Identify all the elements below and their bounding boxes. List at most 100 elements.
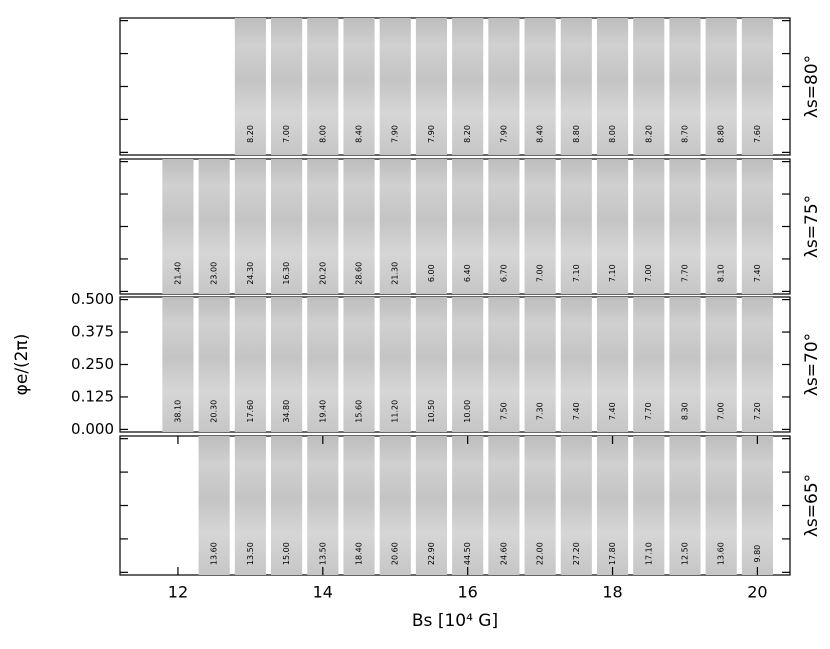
value-label: 10.50	[427, 400, 436, 423]
x-axis-label: Bs [10⁴ G]	[412, 611, 498, 631]
value-label: 21.40	[173, 262, 182, 285]
panel-label: λs=80°	[802, 55, 822, 118]
value-label: 22.90	[427, 542, 436, 565]
strip	[669, 436, 701, 575]
value-label: 7.50	[499, 402, 508, 420]
strip	[705, 159, 737, 294]
value-label: 7.70	[680, 264, 689, 282]
strip	[271, 297, 303, 432]
strip	[705, 297, 737, 432]
value-label: 6.40	[463, 264, 472, 282]
strip	[379, 436, 411, 575]
strip	[633, 18, 665, 155]
value-label: 6.00	[427, 264, 436, 282]
value-label: 8.00	[318, 125, 327, 143]
value-label: 8.30	[680, 402, 689, 420]
value-label: 10.00	[463, 400, 472, 423]
strip	[307, 159, 339, 294]
value-label: 20.30	[210, 400, 219, 423]
strip	[560, 436, 592, 575]
value-label: 8.40	[355, 125, 364, 143]
y-tick-label: 0.500	[71, 290, 114, 308]
value-label: 8.80	[572, 125, 581, 143]
strip	[198, 297, 230, 432]
strip	[307, 297, 339, 432]
strip	[596, 159, 629, 294]
value-label: 28.60	[355, 262, 364, 285]
strip	[234, 297, 266, 432]
y-tick-label: 0.125	[71, 387, 114, 405]
value-label: 44.50	[463, 542, 472, 565]
strip	[415, 436, 448, 575]
strip	[415, 297, 448, 432]
strip	[488, 436, 520, 575]
strip	[596, 297, 629, 432]
value-label: 24.60	[499, 542, 508, 565]
strip	[343, 159, 375, 294]
value-label: 7.90	[427, 125, 436, 143]
strip	[379, 18, 411, 155]
value-label: 8.70	[680, 125, 689, 143]
strip	[741, 297, 773, 432]
strip	[234, 18, 266, 155]
value-label: 21.30	[391, 262, 400, 285]
strip	[560, 18, 592, 155]
strip	[452, 436, 484, 575]
strip	[452, 297, 484, 432]
strip	[524, 159, 556, 294]
strip	[488, 297, 520, 432]
y-tick-label: 0.250	[71, 355, 114, 373]
x-tick-label: 14	[313, 583, 333, 602]
value-label: 7.10	[572, 264, 581, 282]
value-label: 17.10	[644, 542, 653, 565]
value-label: 8.80	[717, 125, 726, 143]
value-label: 27.20	[572, 542, 581, 565]
strip	[633, 436, 665, 575]
strip	[669, 297, 701, 432]
panel-label: λs=70°	[802, 333, 822, 396]
x-tick-label: 12	[168, 583, 188, 602]
value-label: 13.50	[318, 542, 327, 565]
strip	[596, 18, 629, 155]
value-label: 7.30	[536, 402, 545, 420]
y-tick-label: 0.000	[71, 420, 114, 438]
value-label: 6.70	[499, 264, 508, 282]
strip	[669, 159, 701, 294]
value-label: 7.70	[644, 402, 653, 420]
strip	[633, 159, 665, 294]
value-label: 23.00	[210, 262, 219, 285]
panel-label: λs=75°	[802, 195, 822, 258]
y-tick-label: 0.375	[71, 323, 114, 341]
panel-label: λs=65°	[802, 474, 822, 537]
strip	[379, 159, 411, 294]
strip	[633, 297, 665, 432]
value-label: 22.00	[536, 542, 545, 565]
x-tick-label: 20	[747, 583, 767, 602]
strip	[271, 436, 303, 575]
strip	[488, 159, 520, 294]
value-label: 7.00	[536, 264, 545, 282]
value-label: 8.20	[246, 125, 255, 143]
strip	[669, 18, 701, 155]
strip	[741, 159, 773, 294]
value-label: 38.10	[173, 400, 182, 423]
strip	[415, 159, 448, 294]
value-label: 15.00	[282, 542, 291, 565]
strip	[705, 436, 737, 575]
value-label: 7.90	[499, 125, 508, 143]
value-label: 7.00	[282, 125, 291, 143]
value-label: 7.40	[753, 264, 762, 282]
value-label: 34.80	[282, 400, 291, 423]
strip	[271, 18, 303, 155]
strip	[524, 297, 556, 432]
value-label: 12.50	[680, 542, 689, 565]
value-label: 8.20	[463, 125, 472, 143]
strip	[524, 436, 556, 575]
value-label: 13.60	[717, 542, 726, 565]
value-label: 7.00	[644, 264, 653, 282]
value-label: 20.60	[391, 542, 400, 565]
strip	[524, 18, 556, 155]
strip	[379, 297, 411, 432]
strip	[741, 436, 773, 575]
